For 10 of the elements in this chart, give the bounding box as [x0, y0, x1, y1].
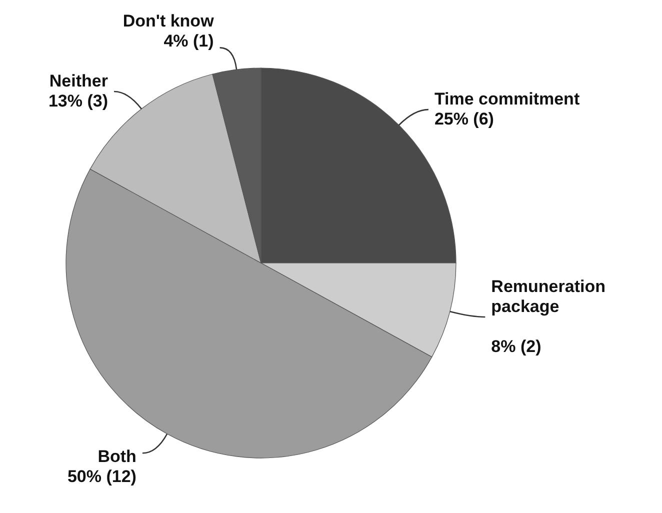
- slice-label: Time commitment: [434, 90, 580, 109]
- data-label: 50% (12): [67, 467, 136, 486]
- data-label: 4% (1): [164, 32, 214, 51]
- data-label: 8% (2): [491, 336, 542, 356]
- slice-label: Both: [98, 447, 136, 466]
- data-label: 25% (6): [434, 110, 494, 129]
- data-label: 13% (3): [48, 92, 108, 111]
- slice-label: Neither: [49, 72, 108, 91]
- slice-label: Remuneration package: [491, 276, 606, 316]
- slice-label: Don't know: [122, 12, 215, 31]
